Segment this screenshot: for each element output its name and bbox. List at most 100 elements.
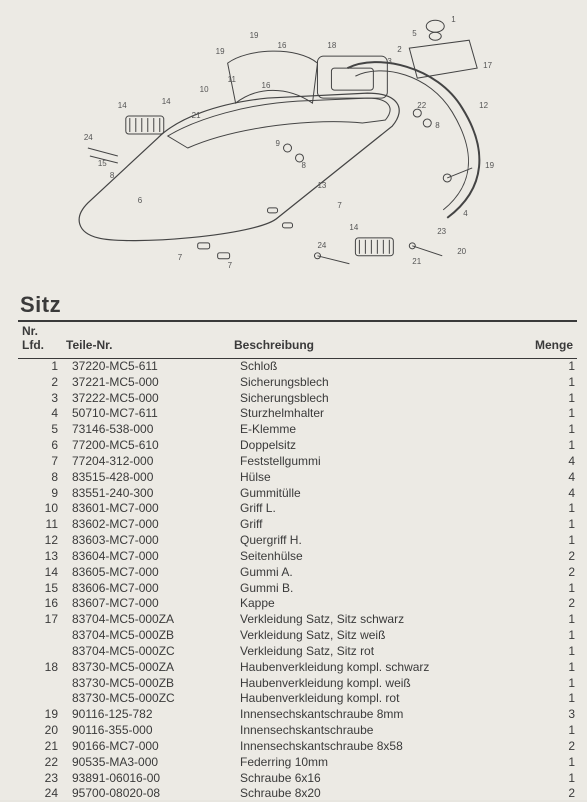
cell-qty: 3: [521, 707, 577, 723]
svg-text:1: 1: [451, 15, 456, 24]
svg-text:19: 19: [216, 47, 225, 56]
table-row: 137220-MC5-611Schloß1: [18, 359, 577, 375]
cell-qty: 2: [521, 739, 577, 755]
cell-part: 83704-MC5-000ZA: [68, 612, 236, 628]
cell-part: 83607-MC7-000: [68, 596, 236, 612]
cell-part: 83730-MC5-000ZC: [68, 691, 236, 707]
cell-desc: Sturzhelmhalter: [236, 406, 521, 422]
svg-text:21: 21: [192, 111, 201, 120]
cell-desc: Seitenhülse: [236, 549, 521, 565]
cell-part: 90116-125-782: [68, 707, 236, 723]
cell-desc: Innensechskantschraube 8x58: [236, 739, 521, 755]
cell-desc: E-Klemme: [236, 422, 521, 438]
table-row: 83704-MC5-000ZCVerkleidung Satz, Sitz ro…: [18, 644, 577, 660]
cell-desc: Kappe: [236, 596, 521, 612]
svg-text:2: 2: [397, 45, 402, 54]
cell-qty: 1: [521, 581, 577, 597]
table-row: 450710-MC7-611Sturzhelmhalter1: [18, 406, 577, 422]
svg-text:16: 16: [278, 41, 287, 50]
svg-text:19: 19: [485, 161, 494, 170]
svg-text:23: 23: [437, 227, 446, 236]
callouts: 1523 18161919 101116 1414 24158 677 9813…: [84, 15, 495, 270]
cell-index: [18, 676, 68, 692]
table-row: 83704-MC5-000ZBVerkleidung Satz, Sitz we…: [18, 628, 577, 644]
cell-desc: Sicherungsblech: [236, 391, 521, 407]
cell-part: 83603-MC7-000: [68, 533, 236, 549]
svg-text:15: 15: [98, 159, 107, 168]
svg-text:24: 24: [317, 241, 326, 250]
cell-index: 21: [18, 739, 68, 755]
cell-qty: 1: [521, 391, 577, 407]
cell-qty: 1: [521, 660, 577, 676]
cell-part: 90535-MA3-000: [68, 755, 236, 771]
table-row: 1283603-MC7-000Quergriff H.1: [18, 533, 577, 549]
cell-qty: 1: [521, 533, 577, 549]
table-row: 1990116-125-782Innensechskantschraube 8m…: [18, 707, 577, 723]
cell-index: [18, 691, 68, 707]
svg-text:13: 13: [317, 181, 326, 190]
exploded-diagram: 1523 18161919 101116 1414 24158 677 9813…: [18, 8, 577, 288]
cell-index: 16: [18, 596, 68, 612]
cell-qty: 1: [521, 723, 577, 739]
svg-text:7: 7: [337, 201, 342, 210]
cell-index: 3: [18, 391, 68, 407]
cell-desc: Sicherungsblech: [236, 375, 521, 391]
table-row: 1183602-MC7-000Griff1: [18, 517, 577, 533]
parts-table: Nr. Lfd. Teile-Nr. Beschreibung Menge: [18, 322, 577, 356]
cell-qty: 1: [521, 755, 577, 771]
cell-part: 83606-MC7-000: [68, 581, 236, 597]
svg-text:7: 7: [228, 261, 233, 270]
svg-text:19: 19: [250, 31, 259, 40]
cell-index: 23: [18, 771, 68, 787]
cell-part: 73146-538-000: [68, 422, 236, 438]
svg-text:16: 16: [262, 81, 271, 90]
cell-part: 83602-MC7-000: [68, 517, 236, 533]
cell-qty: 2: [521, 565, 577, 581]
table-row: 2290535-MA3-000Federring 10mm1: [18, 755, 577, 771]
cell-index: 20: [18, 723, 68, 739]
cell-desc: Federring 10mm: [236, 755, 521, 771]
svg-text:12: 12: [479, 101, 488, 110]
table-row: 1083601-MC7-000Griff L.1: [18, 501, 577, 517]
cell-part: 37222-MC5-000: [68, 391, 236, 407]
cell-index: 12: [18, 533, 68, 549]
svg-text:10: 10: [200, 85, 209, 94]
table-row: 2190166-MC7-000Innensechskantschraube 8x…: [18, 739, 577, 755]
table-row: 83730-MC5-000ZCHaubenverkleidung kompl. …: [18, 691, 577, 707]
cell-part: 83704-MC5-000ZB: [68, 628, 236, 644]
cell-part: 37221-MC5-000: [68, 375, 236, 391]
svg-text:8: 8: [110, 171, 115, 180]
svg-text:9: 9: [276, 139, 281, 148]
cell-index: 9: [18, 486, 68, 502]
grab-rail-left: [228, 51, 318, 103]
cell-part: 93891-06016-00: [68, 771, 236, 787]
svg-text:21: 21: [412, 257, 421, 266]
grab-rail-right-inner: [355, 71, 468, 210]
cell-part: 83605-MC7-000: [68, 565, 236, 581]
cell-desc: Innensechskantschraube 8mm: [236, 707, 521, 723]
cell-qty: 1: [521, 612, 577, 628]
cell-index: 6: [18, 438, 68, 454]
cell-part: 90166-MC7-000: [68, 739, 236, 755]
cell-qty: 2: [521, 596, 577, 612]
svg-text:20: 20: [457, 247, 466, 256]
col-besch: Beschreibung: [230, 322, 519, 356]
table-row: 1383604-MC7-000Seitenhülse2: [18, 549, 577, 565]
svg-text:4: 4: [463, 209, 468, 218]
cell-qty: 1: [521, 359, 577, 375]
parts-table-body: 137220-MC5-611Schloß1 2 37221-MC5-000Siche…: [18, 359, 577, 802]
table-row: 83730-MC5-000ZBHaubenverkleidung kompl. …: [18, 676, 577, 692]
cell-index: 8: [18, 470, 68, 486]
cell-desc: Schraube 6x16: [236, 771, 521, 787]
cell-desc: Haubenverkleidung kompl. rot: [236, 691, 521, 707]
svg-text:24: 24: [84, 133, 93, 142]
cell-qty: 1: [521, 628, 577, 644]
cell-index: [18, 644, 68, 660]
svg-text:3: 3: [387, 57, 392, 66]
svg-text:7: 7: [178, 253, 183, 262]
cell-qty: 1: [521, 517, 577, 533]
cell-part: 83515-428-000: [68, 470, 236, 486]
grab-rail-right: [347, 62, 479, 218]
cell-part: 77204-312-000: [68, 454, 236, 470]
cell-qty: 1: [521, 691, 577, 707]
